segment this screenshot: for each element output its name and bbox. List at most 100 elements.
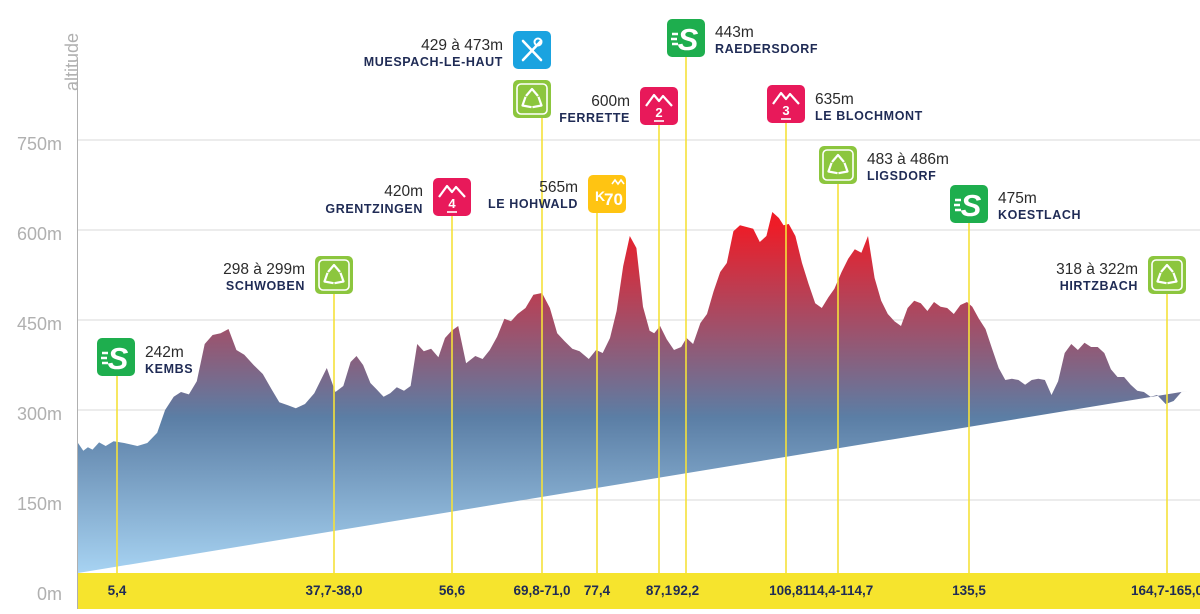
feed-zone-icon xyxy=(513,31,551,69)
marker-name: MUESPACH-LE-HAUT xyxy=(364,55,503,69)
recycle-arrow xyxy=(831,153,845,163)
y-tick-label: 600m xyxy=(17,224,62,244)
mountain-outline xyxy=(645,93,673,107)
sprint-bg xyxy=(97,338,135,376)
fork xyxy=(521,39,543,62)
distance-label: 164,7-165,0 xyxy=(1131,583,1200,598)
marker-altitude: 420m xyxy=(384,183,423,200)
recycle-arrow xyxy=(827,162,838,175)
recycle-frame xyxy=(318,259,350,291)
recycle-arrow xyxy=(521,96,532,109)
recycling-zone-icon xyxy=(819,146,857,184)
marker-name: FERRETTE xyxy=(559,111,630,125)
marker-altitude: 483 à 486m xyxy=(867,151,949,168)
sprint-glyph: S xyxy=(678,22,699,57)
recycle-frame xyxy=(822,149,854,181)
climb-bg xyxy=(640,87,678,125)
km-crown xyxy=(611,178,625,186)
fork-head xyxy=(533,37,543,47)
marker-grentzingen: 4 420m GRENTZINGEN xyxy=(325,178,471,216)
mountain-outline xyxy=(438,184,466,198)
y-tick-label: 150m xyxy=(17,494,62,514)
y-axis: 0m 150m 300m 450m 600m 750m altitude xyxy=(17,33,82,609)
recycle-arrow xyxy=(525,87,539,97)
sprint-icon: S xyxy=(667,19,705,57)
mountain-outline xyxy=(772,91,800,105)
marker-name: HIRTZBACH xyxy=(1060,279,1138,293)
recycle-arrow xyxy=(1167,272,1178,285)
recycle-arrow xyxy=(1156,272,1167,285)
distance-label: 114,4-114,7 xyxy=(803,583,874,598)
distance-label: 37,7-38,0 xyxy=(305,583,362,598)
climb-category: 3 xyxy=(782,103,789,118)
recycle-frame xyxy=(516,83,548,115)
km-value: 70 xyxy=(604,190,623,209)
marker-altitude: 600m xyxy=(591,93,630,110)
sprint-bg xyxy=(667,19,705,57)
distance-label: 77,4 xyxy=(584,583,611,598)
distance-label: 92,2 xyxy=(673,583,699,598)
recycle-frame xyxy=(1151,259,1183,291)
mountain-climb-icon: 4 xyxy=(433,178,471,216)
recycle-arrow xyxy=(323,272,334,285)
distance-label: 5,4 xyxy=(108,583,127,598)
distance-label: 56,6 xyxy=(439,583,466,598)
recycle-arrow xyxy=(532,96,543,109)
recycle-arrow xyxy=(334,272,345,285)
km-bg xyxy=(588,175,626,213)
recycling-zone-icon xyxy=(315,256,353,294)
marker-guides xyxy=(116,57,1168,573)
marker-altitude: 635m xyxy=(815,91,854,108)
marker-name: SCHWOBEN xyxy=(226,279,305,293)
y-tick-label: 0m xyxy=(37,584,62,604)
marker-altitude: 475m xyxy=(998,190,1037,207)
marker-name: GRENTZINGEN xyxy=(325,202,423,216)
marker-altitude: 443m xyxy=(715,24,754,41)
profile-area-layer xyxy=(78,212,1189,573)
recycle-bg xyxy=(513,80,551,118)
recycle-bg xyxy=(1148,256,1186,294)
sprint-icon: S xyxy=(950,185,988,223)
marker-altitude: 298 à 299m xyxy=(223,261,305,278)
distance-label: 69,8-71,0 xyxy=(513,583,570,598)
kilometer-marker-icon: K70 xyxy=(588,175,626,213)
recycle-bg xyxy=(315,256,353,294)
distance-label: 106,8 xyxy=(769,583,803,598)
sprint-icon: S xyxy=(97,338,135,376)
distance-band: 5,4 37,7-38,0 56,6 69,8-71,0 77,4 87,1 92,2 106… xyxy=(78,573,1200,609)
marker-altitude: 429 à 473m xyxy=(421,37,503,54)
climb-category: 2 xyxy=(655,105,662,120)
recycle-bg xyxy=(819,146,857,184)
mountain-climb-icon: 3 xyxy=(767,85,805,123)
recycling-zone-icon xyxy=(513,80,551,118)
marker-name: KEMBS xyxy=(145,362,193,376)
recycling-zone-icon xyxy=(1148,256,1186,294)
marker-altitude: 242m xyxy=(145,344,184,361)
sprint-glyph: S xyxy=(961,188,982,223)
marker-name: LE HOHWALD xyxy=(488,197,578,211)
km-letter: K xyxy=(595,188,605,204)
marker-name: KOESTLACH xyxy=(998,208,1081,222)
y-tick-label: 750m xyxy=(17,134,62,154)
recycle-arrow xyxy=(327,263,341,273)
y-tick-label: 300m xyxy=(17,404,62,424)
y-tick-label: 450m xyxy=(17,314,62,334)
distance-band-background xyxy=(78,573,1200,609)
mountain-climb-icon: 2 xyxy=(640,87,678,125)
distance-label: 87,1 xyxy=(646,583,673,598)
marker-altitude: 318 à 322m xyxy=(1056,261,1138,278)
recycle-arrow xyxy=(838,162,849,175)
sprint-glyph: S xyxy=(108,341,129,376)
climb-bg xyxy=(433,178,471,216)
